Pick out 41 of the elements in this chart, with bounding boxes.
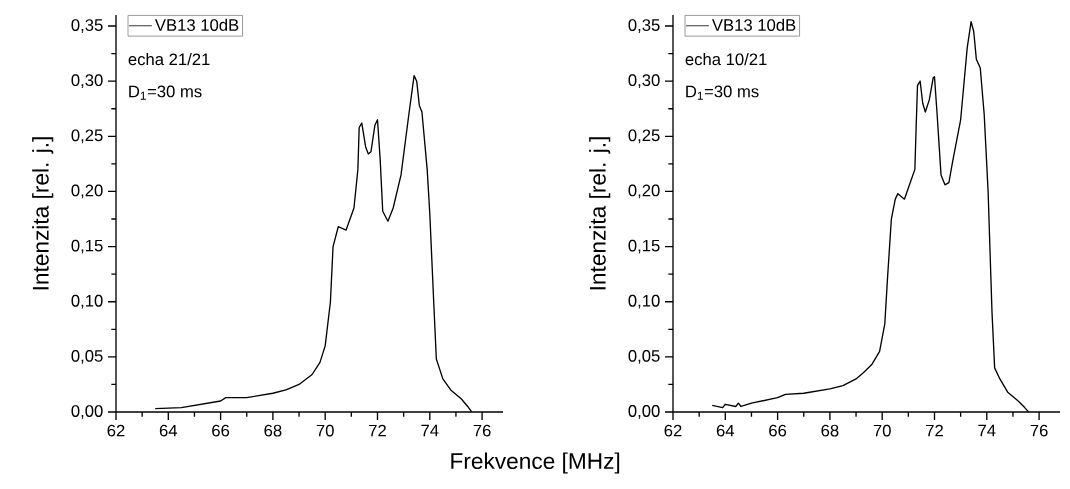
y-axis-title: Intenzita [rel. j.] <box>589 137 611 290</box>
y-tick-label: 0,05 <box>71 349 103 364</box>
y-tick-label: 0,35 <box>628 19 660 33</box>
x-tick-label: 72 <box>926 424 943 437</box>
y-tick-label: 0,35 <box>71 19 103 33</box>
y-tick-label: 0,20 <box>628 184 660 199</box>
x-tick-label: 66 <box>769 424 787 437</box>
x-tick-label: 68 <box>821 424 839 437</box>
y-tick-label: 0,00 <box>71 405 103 419</box>
y-tick-label: 0,10 <box>628 294 660 309</box>
x-tick-label: 70 <box>873 424 891 437</box>
x-tick-label: 76 <box>473 424 491 437</box>
x-tick-label: 68 <box>264 424 282 437</box>
y-tick-label: 0,15 <box>71 239 103 254</box>
annotation: echa 10/21 <box>685 52 767 66</box>
annotation: D$_{1}$=30 ms <box>129 85 202 100</box>
annotation: D$_{1}$=30 ms <box>686 85 759 100</box>
x-axis-title: Frekvence [MHz] <box>451 452 620 474</box>
y-tick-label: 0,30 <box>628 74 660 89</box>
y-tick-label: 0,20 <box>71 184 103 199</box>
y-tick-label: 0,15 <box>628 239 660 254</box>
y-axis-title: Intenzita [rel. j.] <box>32 137 54 290</box>
y-tick-label: 0,25 <box>628 129 660 144</box>
y-tick-label: 0,05 <box>628 349 660 364</box>
y-tick-label: 0,00 <box>628 405 660 419</box>
x-tick-label: 62 <box>107 424 125 437</box>
x-tick-label: 72 <box>369 424 386 437</box>
annotation: echa 21/21 <box>128 52 210 66</box>
y-tick-label: 0,10 <box>71 294 103 309</box>
x-tick-label: 74 <box>421 424 439 437</box>
x-tick-label: 64 <box>716 424 735 437</box>
x-tick-label: 62 <box>664 424 682 437</box>
y-tick-label: 0,30 <box>71 74 103 89</box>
x-tick-label: 74 <box>978 424 996 437</box>
x-tick-label: 76 <box>1030 424 1048 437</box>
x-tick-label: 66 <box>212 424 230 437</box>
legend-label: VB13 10dB <box>712 18 796 31</box>
x-tick-label: 70 <box>316 424 334 437</box>
x-tick-label: 64 <box>159 424 178 437</box>
y-tick-label: 0,25 <box>71 129 103 144</box>
legend-label: VB13 10dB <box>154 18 239 31</box>
